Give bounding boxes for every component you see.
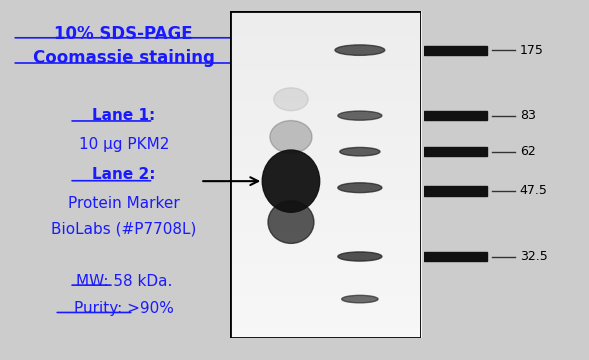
Ellipse shape <box>335 45 385 55</box>
Text: Purity: >90%: Purity: >90% <box>74 301 174 316</box>
Text: 47.5: 47.5 <box>519 184 548 198</box>
Text: BioLabs (#P7708L): BioLabs (#P7708L) <box>51 221 196 237</box>
Ellipse shape <box>268 201 314 243</box>
Ellipse shape <box>262 150 320 212</box>
Ellipse shape <box>338 111 382 120</box>
Text: 10% SDS-PAGE: 10% SDS-PAGE <box>54 25 193 43</box>
Text: 32.5: 32.5 <box>519 250 548 263</box>
Text: 10 μg PKM2: 10 μg PKM2 <box>78 137 169 152</box>
Ellipse shape <box>342 295 378 303</box>
Ellipse shape <box>338 252 382 261</box>
Bar <box>424 186 487 195</box>
Text: 62: 62 <box>519 145 535 158</box>
Text: Lane 1:: Lane 1: <box>92 108 155 123</box>
Bar <box>424 45 487 55</box>
Ellipse shape <box>338 183 382 193</box>
Text: 83: 83 <box>519 109 535 122</box>
Ellipse shape <box>274 88 308 111</box>
Text: MW: 58 kDa.: MW: 58 kDa. <box>75 274 172 289</box>
Ellipse shape <box>270 121 312 153</box>
Text: Protein Marker: Protein Marker <box>68 196 180 211</box>
Text: Lane 2:: Lane 2: <box>92 167 155 183</box>
Bar <box>424 147 487 156</box>
Text: 175: 175 <box>519 44 544 57</box>
Text: Coomassie staining: Coomassie staining <box>33 49 214 67</box>
Bar <box>424 252 487 261</box>
Bar <box>424 111 487 120</box>
Ellipse shape <box>340 147 380 156</box>
